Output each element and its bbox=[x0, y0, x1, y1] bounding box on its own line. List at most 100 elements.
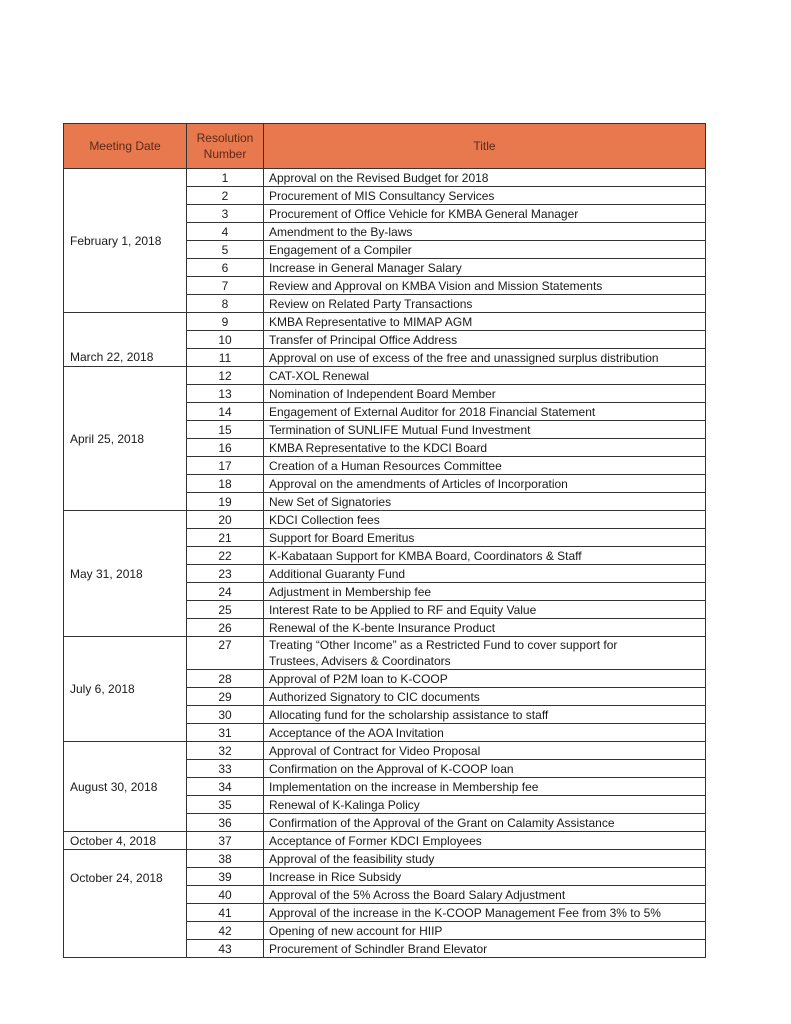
resolution-number-cell: 3 bbox=[186, 204, 264, 223]
table-row: 5 Engagement of a Compiler bbox=[64, 240, 706, 259]
resolution-title-cell: Approval of the feasibility study bbox=[263, 849, 706, 868]
table-row: 14 Engagement of External Auditor for 201… bbox=[64, 402, 706, 421]
resolution-number-cell: 40 bbox=[186, 885, 264, 904]
resolution-number-cell: 25 bbox=[186, 600, 264, 619]
table-row: 22 K-Kabataan Support for KMBA Board, Coo… bbox=[64, 546, 706, 565]
resolution-number-cell: 38 bbox=[186, 849, 264, 868]
resolution-title-cell: Implementation on the increase in Member… bbox=[263, 777, 706, 796]
resolution-title-cell: Authorized Signatory to CIC documents bbox=[263, 687, 706, 706]
table-row: March 22, 2018 9 KMBA Representative to MI… bbox=[63, 312, 706, 367]
table-row: 31 Acceptance of the AOA Invitation bbox=[64, 723, 706, 742]
resolution-title-cell: Renewal of the K-bente Insurance Product bbox=[263, 618, 706, 637]
resolution-number-cell: 22 bbox=[186, 546, 264, 565]
resolution-number-cell: 12 bbox=[186, 366, 264, 385]
resolution-number-cell: 6 bbox=[186, 258, 264, 277]
table-row: 7 Review and Approval on KMBA Vision and … bbox=[64, 276, 706, 295]
table-row: 28 Approval of P2M loan to K-COOP bbox=[64, 669, 706, 688]
resolution-number-cell: 26 bbox=[186, 618, 264, 637]
resolution-title-cell: K-Kabataan Support for KMBA Board, Coord… bbox=[263, 546, 706, 565]
resolution-title-cell: Allocating fund for the scholarship assi… bbox=[263, 705, 706, 724]
table-row: 13 Nomination of Independent Board Member bbox=[64, 384, 706, 403]
meeting-date-cell: April 25, 2018 bbox=[63, 366, 187, 511]
table-row: October 4, 2018 37 Acceptance of Former KD… bbox=[63, 831, 706, 850]
resolution-title-cell: Approval of the increase in the K-COOP M… bbox=[263, 903, 706, 922]
resolution-title-cell: Procurement of MIS Consultancy Services bbox=[263, 186, 706, 205]
resolution-number-cell: 43 bbox=[186, 939, 264, 958]
title-header: Title bbox=[263, 123, 706, 169]
resolution-title-cell: Procurement of Office Vehicle for KMBA G… bbox=[263, 204, 706, 223]
resolution-title-cell: KMBA Representative to MIMAP AGM bbox=[263, 312, 706, 331]
resolution-title-cell: Approval of Contract for Video Proposal bbox=[263, 741, 706, 760]
table-row: August 30, 2018 32 Approval of Contract fo… bbox=[63, 741, 706, 832]
resolution-number-cell: 11 bbox=[186, 348, 264, 367]
resolution-number-cell: 14 bbox=[186, 402, 264, 421]
meeting-date-cell: May 31, 2018 bbox=[63, 510, 187, 637]
resolution-title-cell: CAT-XOL Renewal bbox=[263, 366, 706, 385]
table-row: 35 Renewal of K-Kalinga Policy bbox=[64, 795, 706, 814]
table-row: 36 Confirmation of the Approval of the Gr… bbox=[64, 813, 706, 832]
table-row: 30 Allocating fund for the scholarship as… bbox=[64, 705, 706, 724]
table-row: April 25, 2018 12 CAT-XOL Renewal bbox=[63, 366, 706, 511]
resolution-title-cell: Approval on the Revised Budget for 2018 bbox=[263, 168, 706, 187]
resolution-title-cell: Procurement of Schindler Brand Elevator bbox=[263, 939, 706, 958]
table-row: 25 Interest Rate to be Applied to RF and … bbox=[64, 600, 706, 619]
resolution-title-cell: Nomination of Independent Board Member bbox=[263, 384, 706, 403]
resolution-number-cell: 41 bbox=[186, 903, 264, 922]
table-row: 34 Implementation on the increase in Memb… bbox=[64, 777, 706, 796]
resolution-number-cell: 37 bbox=[186, 831, 264, 850]
resolution-title-cell: New Set of Signatories bbox=[263, 492, 706, 511]
resolution-title-cell: Review on Related Party Transactions bbox=[263, 294, 706, 313]
resolution-title-cell: Review and Approval on KMBA Vision and M… bbox=[263, 276, 706, 295]
resolution-title-cell: Approval of P2M loan to K-COOP bbox=[263, 669, 706, 688]
resolution-title-cell: Increase in Rice Subsidy bbox=[263, 867, 706, 886]
resolution-title-cell: Acceptance of Former KDCI Employees bbox=[263, 831, 706, 850]
resolution-number-cell: 29 bbox=[186, 687, 264, 706]
resolution-title-cell: Approval on the amendments of Articles o… bbox=[263, 474, 706, 493]
table-row: 11 Approval on use of excess of the free … bbox=[64, 348, 706, 367]
resolution-number-cell: 16 bbox=[186, 438, 264, 457]
meeting-date-cell: July 6, 2018 bbox=[63, 636, 187, 742]
table-row: February 1, 2018 1 Approval on the Revised… bbox=[63, 168, 706, 313]
resolution-title-cell: Acceptance of the AOA Invitation bbox=[263, 723, 706, 742]
resolution-number-cell: 32 bbox=[186, 741, 264, 760]
table-row: 29 Authorized Signatory to CIC documents bbox=[64, 687, 706, 706]
meeting-date-cell: March 22, 2018 bbox=[63, 312, 187, 367]
meeting-date-header: Meeting Date bbox=[63, 123, 187, 169]
resolution-title-cell: Engagement of External Auditor for 2018 … bbox=[263, 402, 706, 421]
resolution-title-cell: Confirmation of the Approval of the Gran… bbox=[263, 813, 706, 832]
table-row: 43 Procurement of Schindler Brand Elevato… bbox=[64, 939, 706, 958]
resolution-number-cell: 20 bbox=[186, 510, 264, 529]
table-row: 10 Transfer of Principal Office Address bbox=[64, 330, 706, 349]
resolution-title-cell: Amendment to the By-laws bbox=[263, 222, 706, 241]
resolution-number-cell: 9 bbox=[186, 312, 264, 331]
table-row: 39 Increase in Rice Subsidy bbox=[64, 867, 706, 886]
table-row: 6 Increase in General Manager Salary bbox=[64, 258, 706, 277]
resolution-title-cell: Approval of the 5% Across the Board Sala… bbox=[263, 885, 706, 904]
resolution-number-cell: 5 bbox=[186, 240, 264, 259]
resolution-title-cell: Engagement of a Compiler bbox=[263, 240, 706, 259]
resolution-title-cell: Interest Rate to be Applied to RF and Eq… bbox=[263, 600, 706, 619]
resolution-number-cell: 17 bbox=[186, 456, 264, 475]
resolution-number-cell: 34 bbox=[186, 777, 264, 796]
resolution-number-cell: 24 bbox=[186, 582, 264, 601]
resolution-title-cell: Additional Guaranty Fund bbox=[263, 564, 706, 583]
meeting-date-cell: August 30, 2018 bbox=[63, 741, 187, 832]
meeting-date-cell: October 24, 2018 bbox=[63, 849, 187, 958]
resolution-number-cell: 15 bbox=[186, 420, 264, 439]
meeting-date-cell: February 1, 2018 bbox=[63, 168, 187, 313]
table-row: 15 Termination of SUNLIFE Mutual Fund Inv… bbox=[64, 420, 706, 439]
header-row: Meeting Date Resolution Number Title bbox=[63, 123, 706, 169]
resolution-number-cell: 42 bbox=[186, 921, 264, 940]
resolution-number-cell: 23 bbox=[186, 564, 264, 583]
resolution-title-cell: Adjustment in Membership fee bbox=[263, 582, 706, 601]
resolution-title-cell: Support for Board Emeritus bbox=[263, 528, 706, 547]
table-row: 24 Adjustment in Membership fee bbox=[64, 582, 706, 601]
resolutions-table: Meeting Date Resolution Number Title Feb… bbox=[63, 123, 706, 958]
resolution-number-cell: 19 bbox=[186, 492, 264, 511]
table-row: May 31, 2018 20 KDCI Collection fees bbox=[63, 510, 706, 637]
resolution-title-cell: Approval on use of excess of the free an… bbox=[263, 348, 706, 367]
resolution-number-cell: 30 bbox=[186, 705, 264, 724]
table-row: 23 Additional Guaranty Fund bbox=[64, 564, 706, 583]
resolution-number-cell: 4 bbox=[186, 222, 264, 241]
resolution-title-cell: Creation of a Human Resources Committee bbox=[263, 456, 706, 475]
